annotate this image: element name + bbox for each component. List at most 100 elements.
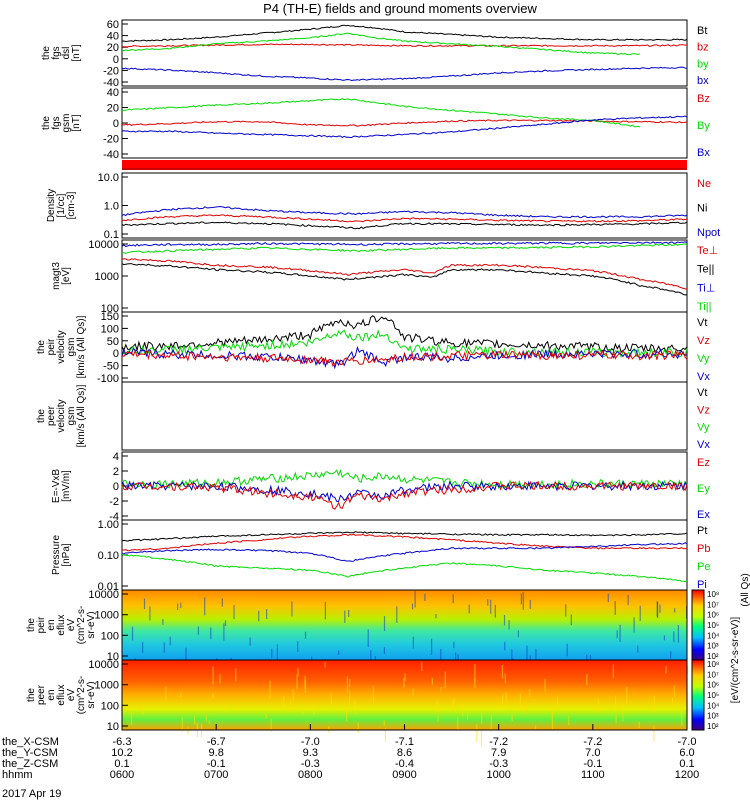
spectrogram-streak [504,673,506,684]
series-blue [121,480,688,502]
spectrogram-streak [291,601,293,617]
legend-Ti⊥: Ti⊥ [697,282,715,294]
ylabel-line: E=-VxB [51,469,62,504]
ylabel-line: [1/cc] [56,193,67,217]
spectrogram-streak [615,695,617,708]
row-value: 0600 [110,769,134,781]
row-value: 0700 [204,769,228,781]
row-value: 9.3 [303,747,318,759]
spectrogram-streak [276,644,278,661]
spectrogram-streak [502,694,504,706]
spectrogram-streak [296,674,298,690]
spectrogram-streak [163,642,165,653]
spectrogram-streak [297,641,299,652]
spectrogram-streak [142,705,144,714]
ytick-label: 1000 [95,271,119,283]
legend-Ne: Ne [697,178,711,190]
ylabel-line: eV [66,689,77,702]
row-value: -7.1 [395,736,414,748]
series-black [121,315,688,355]
spectrogram-streak [568,716,570,725]
series-red [122,533,688,552]
colorbar-side-label: (All Qs) [740,573,750,606]
legend-Vz: Vz [697,404,710,416]
spectrogram-streak [208,719,210,724]
figure-title: P4 (TH-E) fields and ground moments over… [263,1,537,16]
ylabel: Pressure [nPa] [51,535,72,575]
colorbar-side-label-text: (All Qs) [740,573,750,606]
legend-bx: bx [697,75,709,87]
colorbar-tick: 10⁷ [707,600,719,609]
ytick-label: 100 [101,323,119,335]
series-black [121,263,688,296]
spectrogram-streak [212,666,214,685]
spectrogram-streak [219,674,221,684]
spectrogram-streak [431,638,433,655]
ylabel-line: fgs [51,116,62,129]
series-green [121,32,641,56]
legend-Vx: Vx [697,439,710,451]
spectrogram-streak [586,673,588,685]
ylabel: the peir velocity gsm [km/s (All Qs)] [36,315,87,378]
ytick-label: 10000 [88,659,119,671]
spectrogram-streak [673,631,675,643]
spectrogram-streak [383,720,385,726]
series-blue [121,205,688,219]
spectrogram-streak [490,599,492,614]
panel-peer_spec: 10000 1000 100 10 the peer en eflux eV (cm^2-s-sr… [26,659,689,746]
ylabel: the peir en eflux eV (cm^2-s-sr-eV) [26,606,97,645]
row-value: -0.3 [489,758,508,770]
spectrogram-streak [544,678,546,692]
panel-density: 10.0 1.0 0.1 Density [1/cc] [cm-3] Ne Ni Npot [46,172,720,241]
row-label: the_Y-CSM [2,747,58,759]
spectrogram-streak [169,636,171,646]
panel-peer_velocity: the peer velocity gsm [km/s (All Qs)] Vt Vz Vy V… [36,381,710,451]
spectrogram-streak [653,725,655,742]
spectrogram-streak [224,620,227,626]
colorbar-tick: 10⁴ [707,701,720,710]
spectrogram-streak [474,678,476,688]
colorbar-tick: 10⁶ [707,681,719,690]
ytick-label: 10.0 [98,172,119,184]
spectrogram-streak [633,617,635,633]
spectrogram-streak [687,666,689,674]
series-blue [121,542,688,562]
spectrogram-streak [570,614,572,626]
spectrogram-streak [165,686,167,701]
ytick-label: 0 [113,348,119,360]
ylabel: the fgs gsm [nT] [41,114,82,133]
row-label: hhmm [2,769,33,781]
row-value: -7.0 [678,736,697,748]
ytick-label: 4 [113,451,119,463]
ylabel-line: (cm^2-s- [76,676,87,715]
ylabel-line: peer [46,405,57,426]
spectrogram-streak [522,592,524,610]
ytick-label: -50 [103,361,119,373]
spectrogram-streak [552,705,554,715]
legend-Ti||: Ti|| [697,301,711,313]
row-value: 1100 [581,769,605,781]
panel-frame [121,311,688,383]
colorbar-label-text: [eV/(cm^2-s-sr-eV)] [730,617,741,704]
spectrogram-streak [283,695,285,710]
ylabel-line: [nT] [71,44,82,61]
legend-Vx: Vx [697,371,710,383]
ytick-label: 0.10 [98,550,119,562]
ytick-label: 40 [107,87,119,99]
ytick-label: -40 [103,149,119,161]
spectrogram-streak [657,602,659,618]
spectrogram-streak [520,593,522,605]
ylabel: the fgs dsl [nT] [41,44,82,61]
series-black [121,221,688,230]
spectrogram-streak [526,645,528,663]
spectrogram-streak [431,677,433,685]
spectrogram-streak [607,593,609,602]
panel-frame [121,172,688,239]
spectrogram-streak [511,715,513,721]
spectrogram-streak [490,714,492,732]
ytick-label: 0 [113,481,119,493]
spectrogram-streak [324,601,326,620]
spectrogram-streak [194,716,196,725]
row-value: 9.8 [209,747,224,759]
